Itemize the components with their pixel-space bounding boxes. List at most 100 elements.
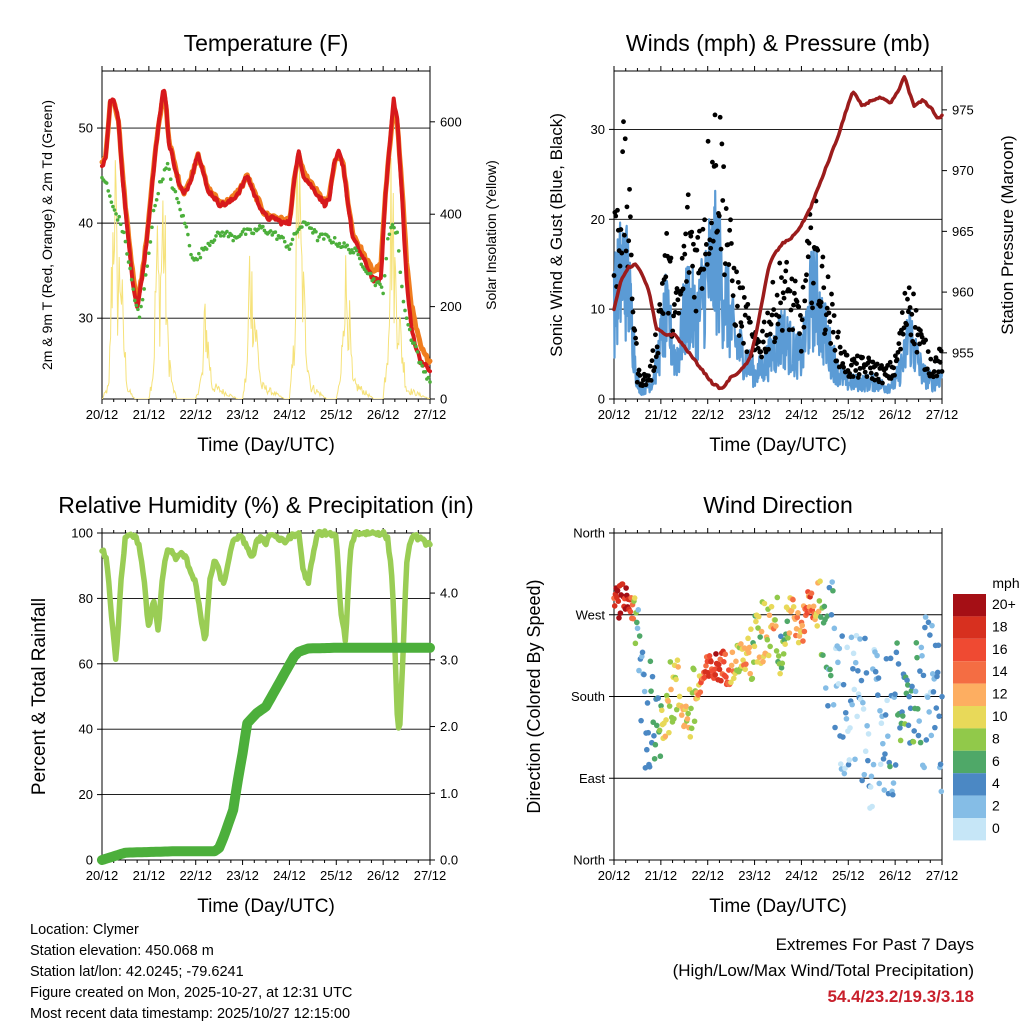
temp-dewpoint-point [222, 233, 226, 238]
wind-gust-point [730, 293, 736, 299]
dir-point [642, 765, 649, 771]
dir-point [676, 693, 683, 700]
wind-gust-point [765, 310, 771, 316]
wind-gust-point [771, 307, 777, 313]
dir-point [906, 693, 912, 700]
wind-gust-point [779, 275, 784, 281]
wind-gust-point [728, 217, 733, 223]
dir-point [815, 608, 822, 615]
dir-point [831, 625, 838, 632]
dir-point [864, 722, 870, 729]
dir-point [923, 737, 930, 743]
dir-point [668, 686, 674, 693]
wind-gust-point [799, 317, 805, 323]
wind-gust-point [700, 226, 706, 232]
temp-dewpoint-point [340, 244, 345, 249]
wind-gust-point [689, 229, 695, 235]
colorbar-swatch [953, 616, 986, 639]
wind-gust-point [636, 367, 642, 373]
wind-gust-point [825, 274, 831, 280]
dir-point [863, 670, 870, 676]
wind-gust-point [679, 255, 685, 261]
temp-dewpoint-point [134, 303, 139, 308]
wind-gust-point [788, 307, 794, 313]
wind-gust-point [836, 329, 841, 335]
dir-point [716, 661, 722, 668]
rh-title: Relative Humidity (%) & Precipitation (i… [58, 492, 473, 518]
wind-gust-point [776, 314, 782, 319]
dir-point [636, 633, 643, 639]
colorbar-title: mph [992, 575, 1019, 591]
temp-dewpoint-point [281, 235, 285, 240]
wind-gust-point [655, 350, 661, 356]
dir-point [673, 676, 679, 683]
wind-gust-point [808, 225, 814, 231]
dir-point [641, 688, 648, 695]
dir-x-axis-label: Time (Day/UTC) [709, 896, 847, 917]
wind-gust-point [710, 238, 716, 244]
dir-point [939, 693, 945, 700]
temp-dewpoint-point [154, 198, 159, 202]
dir-point [768, 603, 775, 610]
dir-point [774, 594, 781, 601]
rh-x-tick-label: 21/12 [133, 868, 166, 883]
wind-gust-point [759, 354, 764, 360]
extremes-subtitle: (High/Low/Max Wind/Total Precipitation) [672, 961, 974, 980]
dir-point [753, 618, 759, 625]
dir-point [839, 633, 845, 639]
dir-point [760, 658, 766, 665]
colorbar-swatch [953, 795, 986, 818]
dir-point [748, 626, 754, 632]
wind-gust-point [736, 333, 742, 338]
dir-point [921, 764, 927, 771]
temp-dewpoint-point [315, 238, 320, 243]
wind-y2-tick-label: 965 [952, 224, 974, 239]
wind-gust-point [741, 295, 747, 300]
dir-point [887, 655, 894, 662]
wind-gust-point [735, 303, 740, 309]
colorbar-swatch [953, 638, 986, 662]
rh-x-tick-label: 24/12 [273, 868, 306, 883]
dir-point [897, 725, 903, 731]
wind-gust-point [892, 372, 897, 378]
temp-dewpoint-point [109, 200, 114, 204]
wind-gust-point [936, 369, 941, 375]
dir-point [706, 673, 712, 679]
dir-point [688, 725, 695, 732]
dir-point [933, 705, 940, 711]
wind-gust-point [690, 263, 695, 269]
wind-speed-series [612, 189, 944, 396]
wind-gust-point [923, 337, 928, 343]
dir-point [926, 709, 932, 715]
wind-gust-point [818, 299, 824, 305]
dir-point [665, 698, 671, 704]
dir-point [858, 677, 865, 684]
rh-y2-tick-label: 2.0 [440, 719, 458, 734]
dir-point [671, 715, 677, 722]
wind-gust-point [646, 373, 651, 379]
dir-point [808, 590, 815, 597]
dir-point [761, 600, 768, 607]
wind-gust-point [894, 357, 900, 362]
dir-point [860, 699, 866, 706]
dir-point [909, 683, 915, 690]
dir-point [779, 660, 786, 667]
wind-gust-point [891, 365, 897, 371]
wind-gust-point [728, 241, 734, 246]
wind-gust-point [914, 349, 920, 355]
wind-gust-point [695, 235, 701, 240]
wind-x-tick-label: 23/12 [738, 407, 771, 422]
temp-y-tick-label: 40 [79, 216, 93, 231]
wind-gust-point [760, 339, 766, 345]
dir-point [920, 672, 927, 679]
dir-point [917, 668, 923, 674]
wind-gust-point [706, 251, 712, 257]
temp-dewpoint-point [197, 251, 201, 256]
wind-gust-point [746, 315, 752, 321]
wind-y2-tick-label: 960 [952, 285, 974, 300]
temp-y2-tick-label: 200 [440, 299, 462, 314]
dir-point [842, 765, 848, 772]
dir-point [616, 615, 622, 621]
dir-point [841, 770, 848, 777]
